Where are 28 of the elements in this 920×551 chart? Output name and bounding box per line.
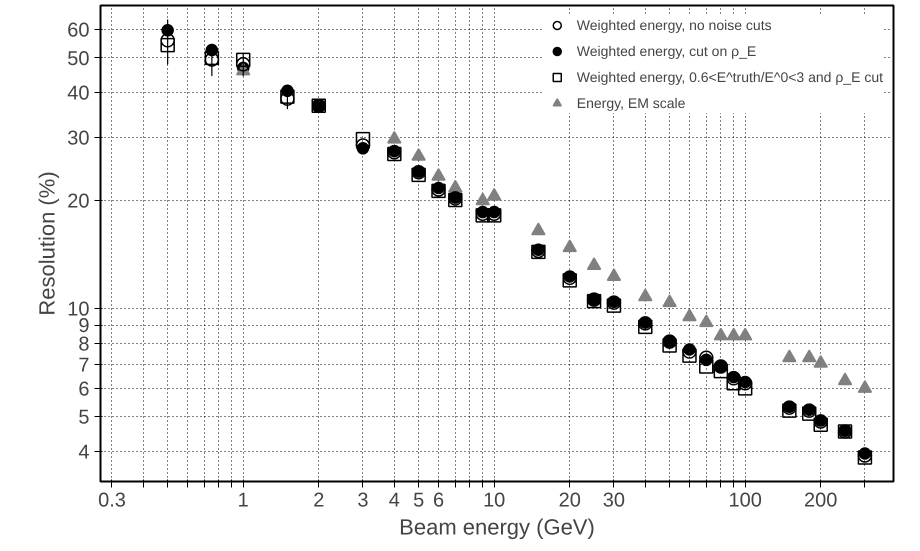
legend-label: Energy, EM scale [576, 95, 686, 111]
y-tick-label: 6 [78, 378, 90, 400]
x-tick-label: 6 [432, 490, 444, 512]
y-tick-label: 4 [78, 442, 90, 464]
y-tick-label: 30 [67, 128, 90, 150]
y-tick-label: 7 [78, 354, 90, 376]
x-tick-label: 20 [558, 490, 581, 512]
x-tick-label: 5 [413, 490, 424, 512]
legend-label: Weighted energy, cut on ρ_E [576, 43, 756, 59]
x-axis-title: Beam energy (GeV) [399, 514, 595, 540]
y-tick-label: 40 [67, 82, 90, 105]
legend-label: Weighted energy, no noise cuts [576, 17, 772, 33]
y-tick-label: 5 [78, 406, 90, 429]
x-tick-label: 4 [388, 490, 400, 512]
y-tick-label: 60 [67, 20, 90, 42]
x-tick-label: 3 [357, 490, 369, 512]
legend-label: Weighted energy, 0.6<E^truth/E^0<3 and ρ_E cut [576, 69, 883, 85]
x-tick-label: 10 [483, 490, 506, 512]
y-tick-label: 20 [67, 190, 90, 213]
x-tick-label: 200 [804, 490, 838, 512]
x-tick-label: 1 [238, 490, 249, 512]
y-axis-title: Resolution (%) [34, 171, 60, 316]
x-tick-label: 0.3 [98, 490, 126, 512]
x-tick-label: 30 [602, 490, 626, 512]
x-tick-label: 100 [728, 490, 762, 512]
y-tick-label: 50 [67, 48, 90, 70]
y-tick-label: 8 [78, 334, 90, 356]
x-tick-label: 2 [313, 490, 324, 512]
